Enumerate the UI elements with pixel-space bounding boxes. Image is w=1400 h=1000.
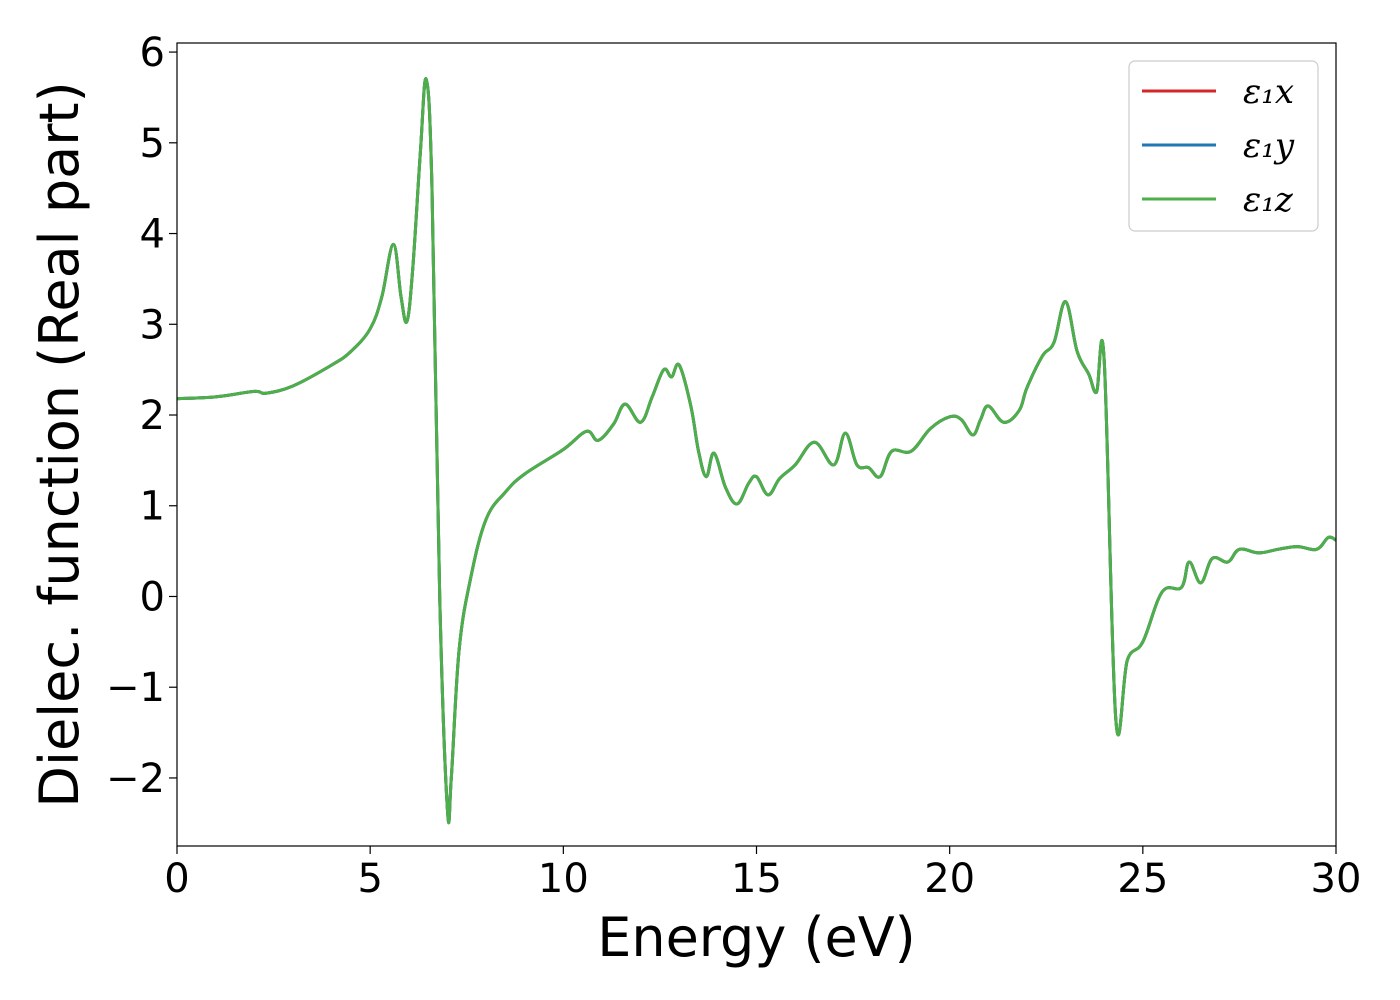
- legend-label: ε₁y: [1243, 126, 1295, 166]
- x-tick-label: 15: [731, 856, 782, 902]
- x-tick-label: 5: [357, 856, 382, 902]
- y-tick-label: 0: [140, 574, 165, 620]
- x-tick-label: 30: [1311, 856, 1362, 902]
- y-tick-label: 4: [140, 212, 165, 258]
- y-axis-ticks: −2 −1 0 1 2 3 4 5 6: [106, 30, 177, 802]
- y-tick-label: 2: [140, 393, 165, 439]
- series-layer: [176, 77, 1337, 825]
- legend-label: ε₁z: [1243, 180, 1294, 220]
- x-tick-label: 0: [164, 856, 189, 902]
- y-tick-label: 6: [140, 30, 165, 76]
- y-tick-label: −1: [106, 665, 165, 711]
- legend: ε₁x ε₁y ε₁z: [1128, 60, 1319, 232]
- y-tick-label: 1: [140, 484, 165, 530]
- y-tick-label: 3: [140, 302, 165, 348]
- x-axis-label: Energy (eV): [597, 906, 916, 969]
- y-tick-label: 5: [140, 121, 165, 167]
- x-tick-label: 20: [924, 856, 975, 902]
- x-axis-ticks: 0 5 10 15 20 25 30: [164, 846, 1361, 902]
- y-axis-label: Dielec. function (Real part): [28, 81, 91, 807]
- legend-box: [1128, 60, 1319, 232]
- legend-label: ε₁x: [1243, 72, 1294, 112]
- x-tick-label: 10: [538, 856, 589, 902]
- series-line-z: [176, 77, 1337, 825]
- y-tick-label: −2: [106, 756, 165, 802]
- x-tick-label: 25: [1117, 856, 1168, 902]
